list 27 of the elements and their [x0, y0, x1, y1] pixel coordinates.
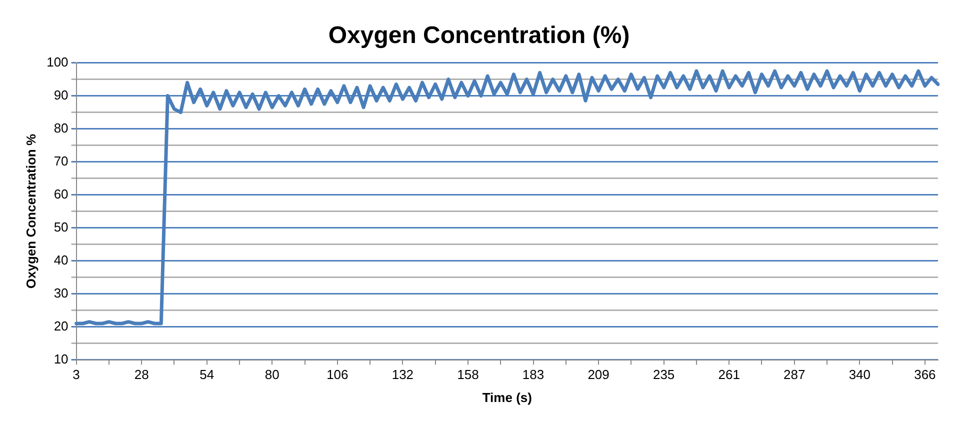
x-tick-label: 3 — [72, 367, 80, 382]
x-tick-label: 28 — [134, 367, 149, 382]
x-tick-label: 366 — [914, 367, 936, 382]
y-tick-label: 10 — [54, 351, 68, 366]
x-axis-title: Time (s) — [482, 390, 532, 405]
chart-title: Oxygen Concentration (%) — [328, 22, 630, 50]
y-tick-label: 60 — [54, 186, 68, 202]
y-tick-label: 40 — [54, 252, 68, 268]
x-tick-label: 54 — [200, 367, 214, 382]
y-tick-label: 90 — [54, 87, 68, 102]
x-tick-label: 183 — [522, 367, 544, 382]
x-tick-label: 80 — [264, 367, 280, 382]
x-tick-label: 261 — [718, 367, 740, 382]
x-tick-label: 209 — [588, 367, 610, 382]
x-tick-label: 132 — [392, 367, 414, 382]
y-tick-label: 80 — [54, 120, 68, 136]
y-tick-label: 30 — [54, 285, 68, 300]
y-axis-title: Oxygen Concentration % — [23, 134, 38, 289]
x-tick-label: 340 — [848, 367, 871, 382]
x-tick-label: 235 — [652, 367, 675, 382]
x-tick-label: 106 — [326, 367, 348, 382]
y-tick-label: 100 — [46, 54, 68, 70]
x-tick-label: 287 — [784, 367, 806, 382]
x-tick-label: 158 — [457, 367, 479, 382]
y-tick-label: 50 — [54, 219, 68, 234]
y-tick-label: 20 — [54, 318, 68, 334]
y-tick-label: 70 — [54, 153, 68, 168]
